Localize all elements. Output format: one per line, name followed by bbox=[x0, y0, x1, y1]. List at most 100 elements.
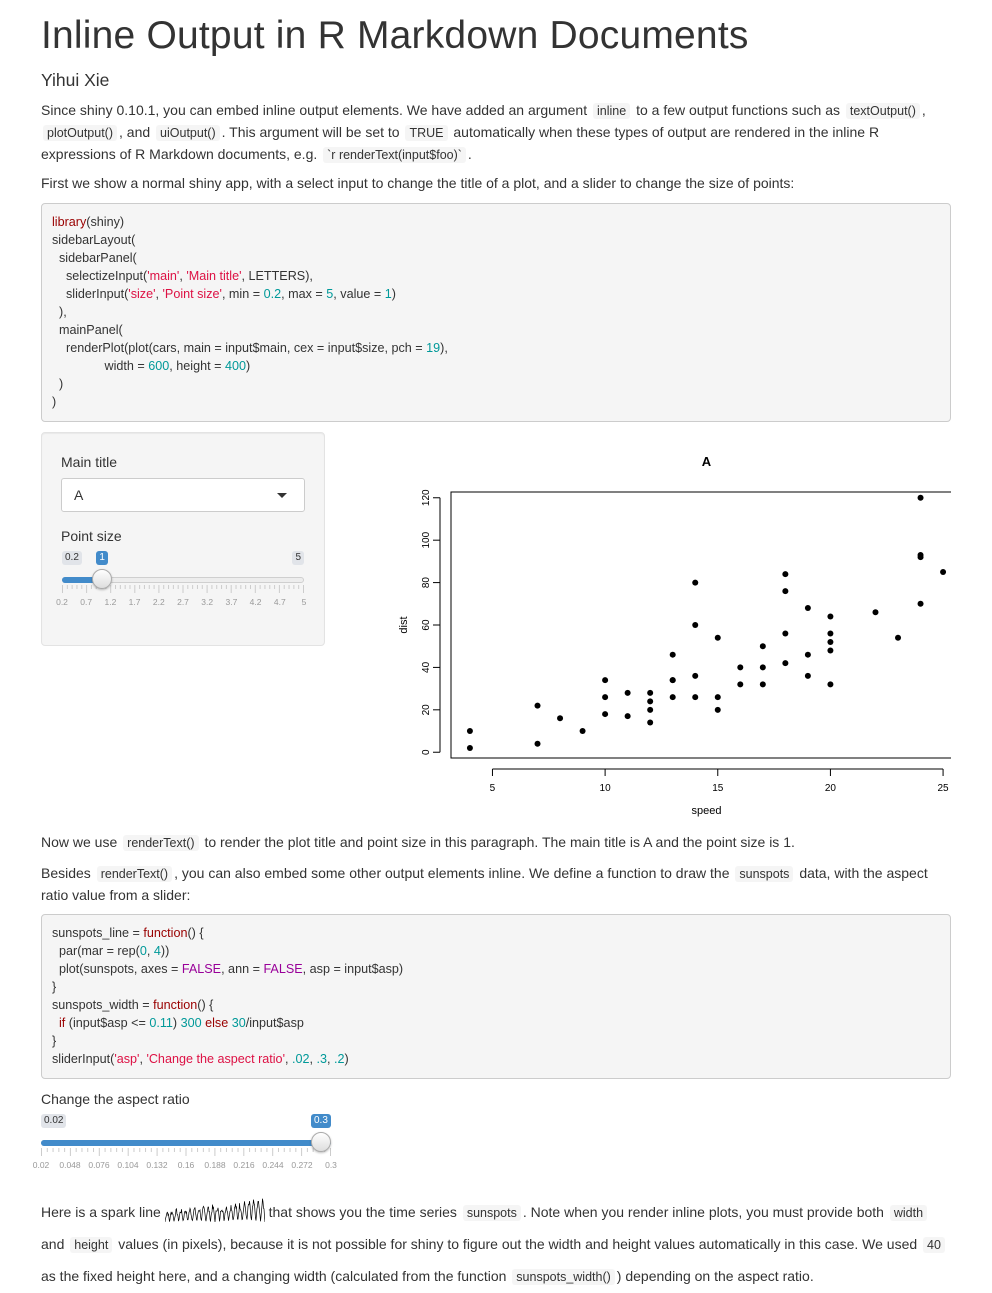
code-token: .2 bbox=[334, 1052, 345, 1066]
intro-text: automatically when these types of output… bbox=[41, 124, 880, 162]
data-point bbox=[466, 744, 473, 751]
data-point bbox=[647, 689, 654, 696]
slider-tick-label: 0.02 bbox=[32, 1160, 50, 1170]
code-token: function bbox=[153, 998, 198, 1012]
paragraph-text: , you can also embed some other output e… bbox=[174, 865, 730, 881]
slider-tick-label: 0.048 bbox=[59, 1160, 81, 1170]
caret-down-icon[interactable] bbox=[277, 493, 287, 498]
code-token: ) bbox=[52, 377, 64, 391]
y-tick-label: 40 bbox=[421, 661, 432, 673]
main-title-select[interactable]: A bbox=[61, 478, 305, 512]
code-token: par(mar = rep( bbox=[52, 944, 140, 958]
slider-value-label: 0.3 bbox=[311, 1114, 331, 1128]
code-token: ) bbox=[391, 287, 396, 301]
chart-title: A bbox=[702, 454, 712, 469]
data-point bbox=[759, 681, 766, 688]
slider-grid bbox=[62, 585, 304, 593]
data-point bbox=[466, 728, 473, 735]
data-point bbox=[872, 609, 879, 616]
slider-tick-label: 0.104 bbox=[117, 1160, 139, 1170]
data-point bbox=[669, 677, 676, 684]
code-token: 'Point size' bbox=[162, 287, 222, 301]
slider-tick-label: 0.16 bbox=[177, 1160, 195, 1170]
y-axis-label: dist bbox=[398, 616, 410, 633]
paragraph-text: data, with the aspect ratio value from a… bbox=[41, 865, 928, 903]
data-point bbox=[714, 694, 721, 701]
paragraph-text: . Note when you render inline plots, you… bbox=[522, 1204, 884, 1220]
data-point bbox=[827, 638, 834, 645]
code-block-sunspots: sunspots_line = function() { par(mar = r… bbox=[41, 914, 951, 1079]
code-token: , bbox=[309, 1052, 317, 1066]
slider-tick-label: 4.2 bbox=[249, 597, 262, 607]
code-token: ) bbox=[52, 395, 57, 409]
inline-code: uiOutput() bbox=[156, 125, 220, 141]
slider-min-label: 0.2 bbox=[62, 551, 82, 565]
render-text-paragraph: Now we use renderText() to render the pl… bbox=[41, 832, 951, 854]
code-token: (input$asp <= bbox=[65, 1016, 150, 1030]
aspect-ratio-slider[interactable]: 0.02 0.3 0.02 0.048 0.076 0.104 0.132 0.16 0.1… bbox=[33, 1114, 337, 1174]
data-point bbox=[714, 634, 721, 641]
paragraph-text: Now we use bbox=[41, 834, 118, 850]
data-point bbox=[917, 600, 924, 607]
inline-code: renderText() bbox=[123, 835, 199, 851]
slider-tick-label: 0.272 bbox=[291, 1160, 313, 1170]
point-size-label: Point size bbox=[61, 528, 122, 544]
slider-tick-label: 1.7 bbox=[128, 597, 141, 607]
intro-text: , and bbox=[119, 124, 151, 140]
inline-code: 40 bbox=[923, 1237, 945, 1253]
code-token: sliderInput( bbox=[52, 1052, 115, 1066]
slider-max-label: 5 bbox=[292, 551, 304, 565]
y-tick-label: 80 bbox=[421, 577, 432, 589]
data-point bbox=[692, 694, 699, 701]
x-tick-label: 25 bbox=[938, 783, 950, 794]
code-token: ), bbox=[440, 341, 448, 355]
sunspots-intro-paragraph: Besides renderText(), you can also embed… bbox=[41, 863, 951, 906]
data-point bbox=[782, 660, 789, 667]
data-point bbox=[669, 651, 676, 658]
code-token: 0.2 bbox=[263, 287, 282, 301]
data-point bbox=[692, 672, 699, 679]
code-token: else bbox=[205, 1016, 229, 1030]
slider-tick-label: 0.132 bbox=[146, 1160, 168, 1170]
code-token: , asp = input$asp) bbox=[302, 962, 404, 976]
intro-text: . bbox=[467, 146, 472, 162]
code-token: 30 bbox=[231, 1016, 246, 1030]
code-token: , bbox=[155, 287, 163, 301]
code-token: if bbox=[59, 1016, 66, 1030]
code-token: , bbox=[146, 944, 154, 958]
x-tick-label: 15 bbox=[712, 783, 724, 794]
code-token: , ann = bbox=[221, 962, 264, 976]
point-size-slider[interactable]: 0.2 5 1 0.2 0.7 1.2 1.7 2.2 2.7 3.2 3.7 4.2 4.7 5 bbox=[56, 551, 307, 611]
data-point bbox=[737, 664, 744, 671]
code-token: 'size' bbox=[128, 287, 156, 301]
code-token: , height = bbox=[169, 359, 225, 373]
main-title-label: Main title bbox=[61, 454, 118, 470]
code-token: 'Change the aspect ratio' bbox=[146, 1052, 285, 1066]
y-tick-label: 60 bbox=[421, 619, 432, 631]
code-token: 'Main title' bbox=[186, 269, 242, 283]
slider-tick-label: 2.2 bbox=[152, 597, 165, 607]
code-token: FALSE bbox=[263, 962, 303, 976]
slider-handle[interactable] bbox=[311, 1132, 331, 1152]
paragraph-text: ) depending on the aspect ratio. bbox=[616, 1268, 814, 1284]
slider-handle[interactable] bbox=[92, 569, 113, 589]
data-point bbox=[602, 677, 609, 684]
main-title-value: A bbox=[74, 487, 84, 503]
code-token: , bbox=[284, 1052, 292, 1066]
data-point bbox=[692, 622, 699, 628]
code-token: renderPlot(plot(cars, main = input$main,… bbox=[52, 341, 427, 355]
code-token: 400 bbox=[224, 359, 246, 373]
slider-tick-label: 0.216 bbox=[233, 1160, 255, 1170]
x-tick-label: 10 bbox=[600, 783, 612, 794]
slider-tick-label: 0.076 bbox=[88, 1160, 110, 1170]
paragraph-text: and bbox=[41, 1236, 65, 1252]
intro-text: Since shiny 0.10.1, you can embed inline… bbox=[41, 102, 588, 118]
slider-tick-label: 5 bbox=[301, 597, 307, 607]
slider-tick-label: 0.7 bbox=[80, 597, 93, 607]
page-title: Inline Output in R Markdown Documents bbox=[41, 14, 749, 57]
data-point bbox=[714, 706, 721, 713]
code-token: library bbox=[52, 215, 87, 229]
slider-tick-label: 2.7 bbox=[177, 597, 189, 607]
inline-code: height bbox=[70, 1237, 113, 1253]
code-token: 0 bbox=[139, 944, 147, 958]
